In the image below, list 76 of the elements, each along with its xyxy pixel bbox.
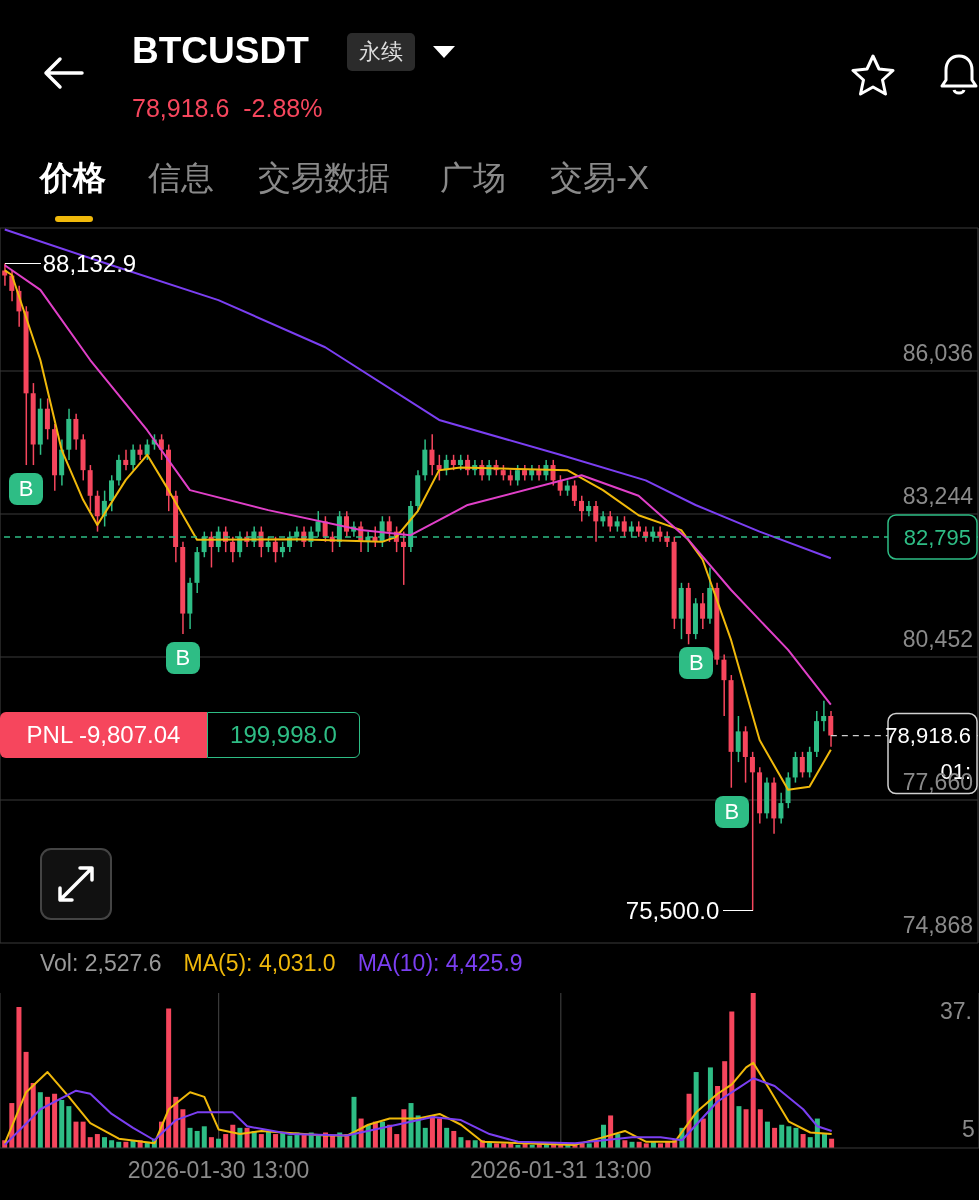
text: MA(5): 4,031.0 — [183, 950, 336, 977]
bar — [223, 1134, 229, 1148]
bar — [194, 1130, 200, 1148]
y-tick-label: 86,036 — [902, 340, 973, 367]
bar — [793, 1127, 799, 1148]
bar — [66, 1106, 72, 1148]
bar — [73, 1121, 79, 1148]
text: 广场 — [440, 158, 506, 198]
ref-line-label: 82,795 — [903, 524, 971, 550]
bar — [351, 1096, 357, 1148]
bar — [451, 1130, 457, 1148]
bar — [472, 1140, 478, 1148]
bar — [258, 1134, 264, 1148]
y-tick-label: 74,868 — [902, 912, 973, 939]
bar — [807, 1137, 813, 1148]
bar — [422, 1127, 428, 1148]
bar — [800, 1134, 806, 1148]
annotation: 5 — [962, 1116, 975, 1143]
annotation: 199,998.0 — [207, 712, 360, 758]
text: 交易数据 — [258, 158, 390, 198]
annotation: B — [714, 795, 749, 828]
text: 永续 — [347, 33, 415, 71]
bar — [109, 1140, 115, 1148]
annotation: PNL -9,807.04 — [0, 712, 207, 758]
bar — [707, 1067, 713, 1148]
bar — [757, 1109, 763, 1148]
annotation: 75,500.0 — [624, 895, 720, 926]
annotation: B — [679, 647, 714, 680]
bar — [779, 1124, 785, 1148]
bar — [94, 1134, 100, 1148]
chart-subtitle: 78,918.6 -2.88% — [132, 94, 323, 123]
bar — [764, 1121, 770, 1148]
bar — [180, 1109, 186, 1148]
bar — [208, 1137, 214, 1148]
annotation: B — [165, 642, 200, 675]
bar — [16, 1006, 22, 1148]
text: 交易-X — [550, 158, 649, 198]
bar — [52, 1093, 58, 1148]
bar — [23, 1051, 29, 1148]
bar — [622, 1140, 628, 1148]
bar — [693, 1072, 699, 1148]
bar — [394, 1134, 400, 1148]
bar — [700, 1118, 706, 1148]
text: MA(10): 4,425.9 — [357, 950, 523, 977]
bar — [715, 1086, 721, 1148]
bar — [273, 1134, 279, 1148]
bar — [437, 1118, 443, 1148]
bar — [101, 1137, 107, 1148]
bar — [465, 1140, 471, 1148]
bar — [786, 1126, 792, 1148]
series-label: Vol: 2,527.6 — [40, 950, 162, 977]
bar — [743, 1109, 749, 1148]
chart-title: BTCUSDT — [132, 30, 309, 72]
y-tick-label: 80,452 — [902, 626, 973, 653]
x-tick-label: 2026-01-31 13:00 — [469, 1157, 652, 1183]
bar — [87, 1137, 93, 1148]
bar — [722, 1061, 728, 1148]
x-tick-label: 2026-01-30 13:00 — [127, 1157, 310, 1183]
bar — [750, 993, 756, 1148]
bar — [729, 1011, 735, 1148]
bar — [201, 1126, 207, 1148]
bar — [80, 1121, 86, 1148]
bar — [444, 1127, 450, 1148]
annotation: 37. — [940, 998, 972, 1025]
y-tick-label: 83,244 — [902, 483, 974, 510]
bar — [37, 1092, 43, 1148]
bar — [736, 1106, 742, 1148]
bar — [166, 1008, 172, 1148]
bar — [59, 1099, 65, 1148]
text: 信息 — [148, 158, 214, 198]
text: 价格 — [40, 158, 106, 198]
annotation: B — [9, 473, 44, 506]
bar — [458, 1137, 464, 1148]
bar — [187, 1127, 193, 1148]
bar — [44, 1096, 50, 1148]
bar — [772, 1127, 778, 1148]
